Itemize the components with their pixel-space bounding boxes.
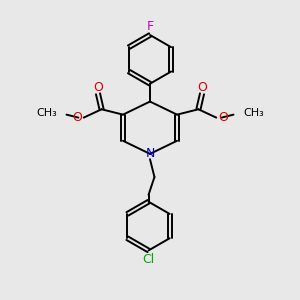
Text: CH₃: CH₃: [36, 108, 57, 118]
Text: O: O: [197, 81, 207, 94]
Text: O: O: [93, 81, 103, 94]
Text: CH₃: CH₃: [243, 108, 264, 118]
Text: F: F: [146, 20, 154, 33]
Text: Cl: Cl: [142, 253, 154, 266]
Text: N: N: [145, 147, 155, 160]
Text: O: O: [218, 111, 228, 124]
Text: O: O: [72, 111, 82, 124]
